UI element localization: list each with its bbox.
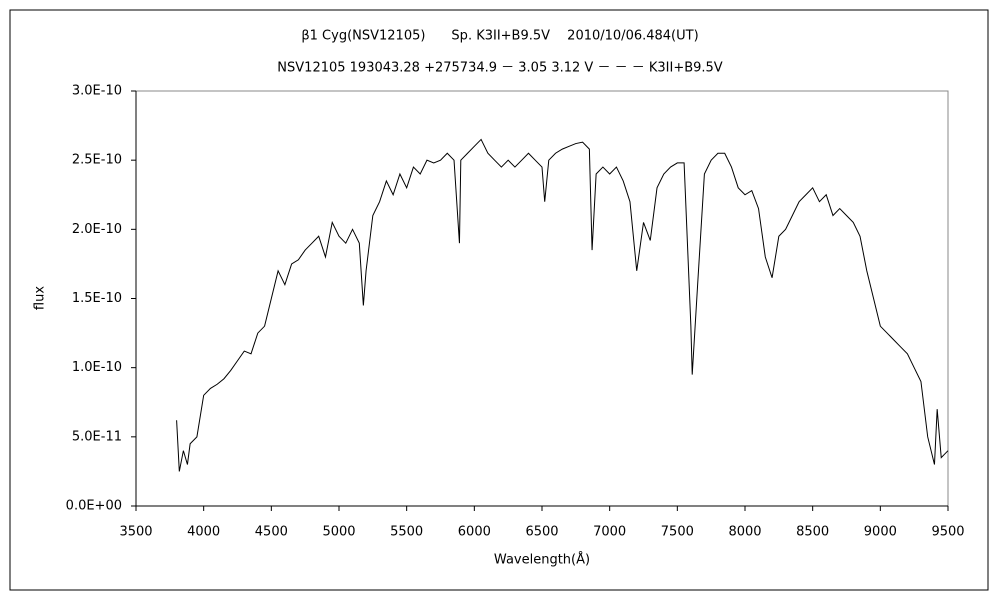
x-axis-label: Wavelength(Å) [494, 552, 590, 568]
plot-area [135, 90, 949, 507]
y-tick-label: 5.0E-11 [72, 429, 122, 444]
y-tick-label: 1.0E-10 [72, 360, 122, 375]
chart-subtitle: NSV12105 193043.28 +275734.9 － 3.05 3.12… [277, 61, 723, 76]
chart-title: β1 Cyg(NSV12105) Sp. K3II+B9.5V 2010/10/… [301, 29, 698, 44]
x-tick-label: 6500 [525, 525, 558, 540]
y-tick-label: 0.0E+00 [66, 499, 122, 514]
x-tick-label: 4500 [255, 525, 288, 540]
x-tick-label: 8500 [796, 525, 829, 540]
x-tick-label: 5000 [322, 525, 355, 540]
x-tick-label: 3500 [119, 525, 152, 540]
x-tick-label: 8000 [728, 525, 761, 540]
y-axis-label: flux [33, 286, 48, 310]
x-tick-label: 7500 [661, 525, 694, 540]
x-tick-label: 5500 [390, 525, 423, 540]
x-tick-label: 6000 [458, 525, 491, 540]
x-tick-label: 7000 [593, 525, 626, 540]
x-tick-label: 4000 [187, 525, 220, 540]
x-tick-label: 9000 [864, 525, 897, 540]
y-tick-label: 1.5E-10 [72, 291, 122, 306]
y-tick-label: 2.5E-10 [72, 153, 122, 168]
spectrum-line [176, 138, 949, 472]
y-tick-label: 2.0E-10 [72, 222, 122, 237]
y-tick-label: 3.0E-10 [72, 84, 122, 99]
x-tick-label: 9500 [931, 525, 964, 540]
